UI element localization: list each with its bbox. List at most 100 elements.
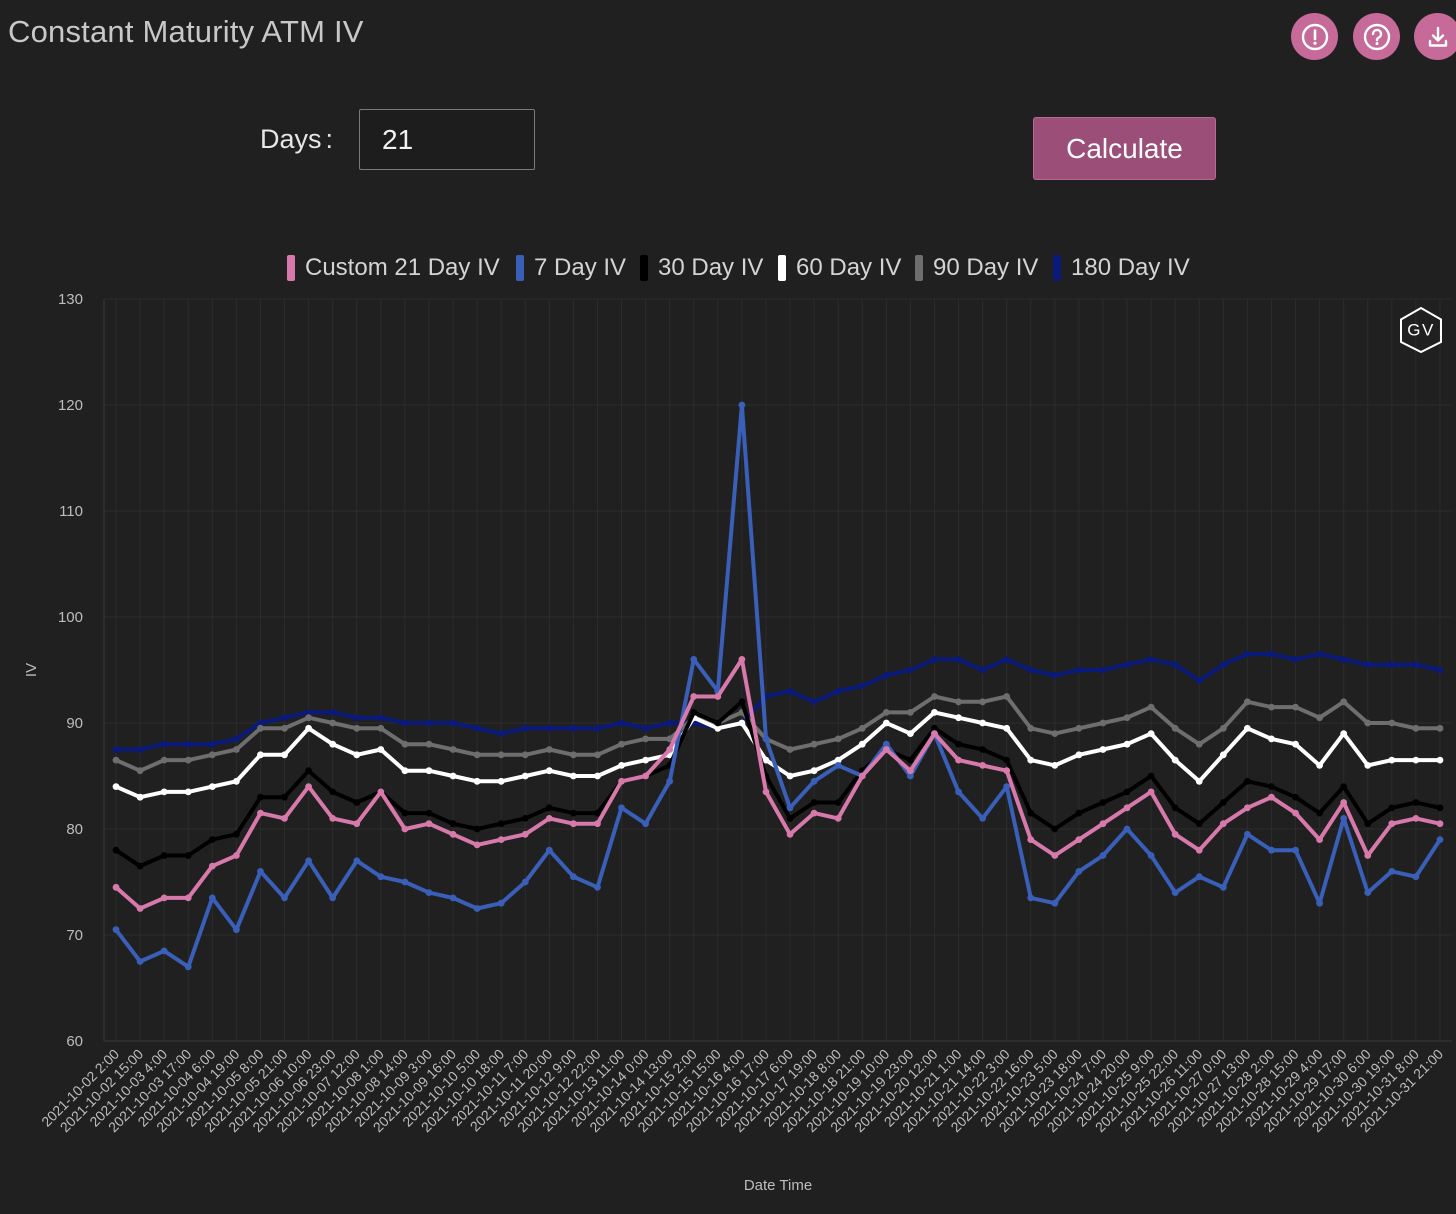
data-point (1316, 836, 1324, 843)
data-point (160, 894, 168, 902)
data-point (232, 735, 240, 743)
data-point (1292, 703, 1299, 711)
data-point (714, 719, 722, 727)
data-point (425, 767, 433, 775)
help-button[interactable] (1353, 13, 1400, 60)
legend-swatch (778, 255, 786, 281)
data-point (1268, 846, 1275, 854)
legend-label: 90 Day IV (933, 254, 1039, 281)
gv-logo: GV (1398, 306, 1444, 354)
data-point (305, 709, 313, 716)
data-point (786, 687, 794, 695)
data-point (353, 751, 361, 759)
data-point (1195, 873, 1203, 881)
data-point (1147, 772, 1155, 780)
info-button[interactable] (1291, 13, 1338, 60)
data-point (184, 894, 192, 902)
data-point (1412, 756, 1420, 764)
data-point (112, 846, 120, 854)
data-point (136, 746, 144, 753)
days-input[interactable] (359, 109, 535, 170)
data-point (1268, 735, 1275, 743)
data-point (1364, 661, 1372, 669)
data-point (1412, 724, 1420, 732)
data-point (834, 799, 842, 806)
legend-swatch (516, 255, 524, 281)
data-point (208, 783, 216, 790)
data-point (497, 730, 505, 737)
data-point (521, 751, 529, 759)
data-point (1364, 852, 1372, 859)
download-button[interactable] (1414, 13, 1456, 60)
data-point (834, 756, 842, 764)
data-point (834, 762, 842, 769)
legend-swatch (1053, 255, 1061, 281)
data-point (281, 714, 288, 722)
legend-label: 60 Day IV (796, 254, 902, 281)
data-point (521, 830, 529, 838)
data-point (762, 788, 770, 796)
data-point (1075, 666, 1083, 674)
data-point (329, 719, 337, 727)
gv-logo-text: GV (1407, 321, 1435, 340)
data-point (1436, 820, 1444, 828)
data-point (1292, 809, 1299, 817)
data-point (834, 687, 842, 695)
data-point (449, 894, 457, 902)
data-point (353, 714, 361, 722)
data-point (425, 740, 433, 748)
data-point (882, 746, 890, 753)
data-point (666, 735, 674, 743)
legend-swatch (640, 255, 648, 281)
data-point (569, 772, 577, 780)
data-point (1027, 809, 1035, 817)
chart-legend: Custom 21 Day IV 7 Day IV 30 Day IV 60 Day … (0, 252, 1456, 284)
data-point (1340, 656, 1348, 663)
data-point (858, 740, 866, 748)
data-point (545, 815, 553, 822)
data-point (1316, 809, 1324, 817)
data-point (714, 693, 722, 700)
data-point (1364, 889, 1372, 896)
data-point (1412, 799, 1420, 806)
data-point (473, 751, 481, 759)
calculate-button[interactable]: Calculate (1033, 117, 1216, 180)
data-point (353, 799, 361, 806)
y-tick-label: 70 (66, 927, 83, 944)
data-point (1243, 777, 1251, 785)
data-point (1388, 719, 1396, 727)
data-point (1292, 740, 1299, 748)
data-point (810, 740, 818, 748)
data-point (594, 820, 601, 828)
data-point (642, 724, 650, 732)
data-point (690, 693, 698, 700)
data-point (1340, 783, 1348, 790)
data-point (160, 756, 168, 764)
data-point (232, 830, 240, 838)
data-point (1195, 740, 1203, 748)
data-point (1075, 836, 1083, 843)
data-point (1364, 820, 1372, 828)
data-point (1316, 714, 1324, 722)
data-point (931, 724, 938, 732)
data-point (305, 724, 313, 732)
data-point (329, 740, 337, 748)
data-point (786, 815, 794, 822)
data-point (1436, 666, 1444, 674)
data-point (1219, 661, 1227, 669)
data-point (618, 762, 625, 769)
data-point (738, 401, 746, 409)
data-point (979, 719, 987, 727)
data-point (160, 947, 168, 955)
data-point (377, 714, 385, 722)
data-point (329, 894, 337, 902)
data-point (810, 698, 818, 706)
data-point (1075, 724, 1083, 732)
data-point (1147, 730, 1155, 737)
data-point (112, 783, 120, 790)
data-point (1147, 852, 1155, 859)
data-point (401, 809, 409, 817)
data-point (762, 756, 770, 764)
data-point (979, 698, 987, 706)
data-point (449, 772, 457, 780)
